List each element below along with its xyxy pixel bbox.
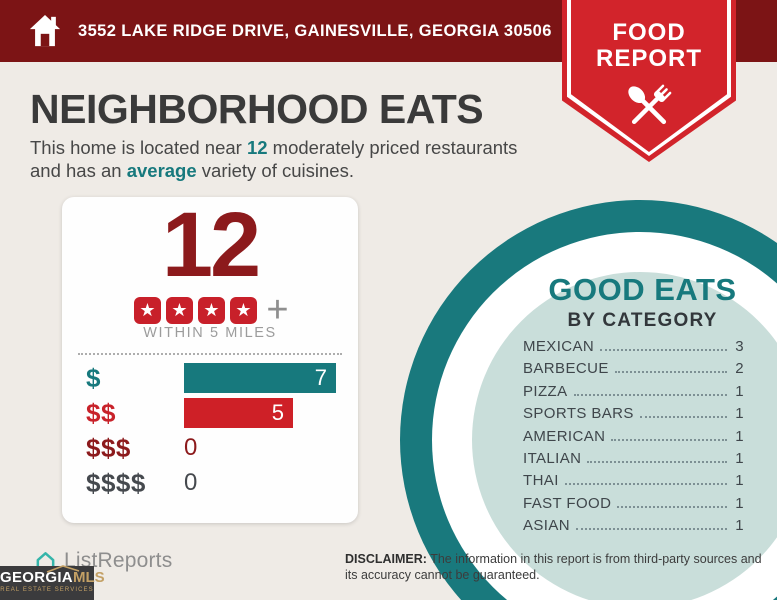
good-eats-circle-inner: [472, 272, 777, 600]
category-count: 1: [735, 382, 744, 400]
category-label: FAST FOOD: [523, 494, 612, 512]
badge-title: FOOD REPORT: [595, 19, 702, 72]
restaurant-count: 12: [161, 194, 261, 296]
star-icon: ★: [165, 296, 193, 324]
price-bar: 5: [184, 398, 293, 428]
star-icon: ★: [229, 296, 257, 324]
star-icon: ★: [133, 296, 161, 324]
price-tier-label: $$: [86, 397, 116, 428]
good-eats-header: GOOD EATS BY CATEGORY: [505, 272, 777, 332]
good-eats-circle: [400, 200, 777, 600]
restaurant-count-inline: 12: [246, 137, 268, 158]
category-count: 2: [735, 360, 744, 378]
category-label: ITALIAN: [523, 449, 582, 467]
category-row: SPORTS BARS 1: [523, 405, 744, 427]
category-row: ASIAN 1: [523, 517, 744, 539]
good-eats-title: GOOD EATS: [548, 272, 737, 307]
category-row: AMERICAN 1: [523, 428, 744, 450]
category-count: 1: [735, 427, 744, 445]
property-address: 3552 LAKE RIDGE DRIVE, GAINESVILLE, GEOR…: [78, 21, 552, 40]
page-subtitle: This home is located near 12 moderately …: [30, 137, 518, 181]
category-label: ASIAN: [523, 517, 571, 535]
price-bar: 7: [184, 363, 336, 393]
plus-icon: +: [266, 289, 289, 331]
price-bar: 0: [184, 433, 197, 463]
price-bar: 0: [184, 468, 197, 498]
dot-leader: [573, 393, 727, 396]
price-bar-row: $$$$ 0: [86, 468, 340, 498]
category-label: BARBECUE: [523, 360, 609, 378]
price-bar-value: 7: [314, 365, 327, 390]
price-tier-chart: $ 7 $$ 5 $$$ 0 $$$$ 0: [86, 363, 340, 503]
price-tier-label: $$$$: [86, 467, 146, 498]
star-icon: ★: [197, 296, 225, 324]
georgia-mls-tagline: REAL ESTATE SERVICES: [0, 587, 94, 593]
disclaimer-label: DISCLAIMER:: [345, 552, 427, 566]
page-title: NEIGHBORHOOD EATS: [30, 86, 484, 132]
dot-leader: [639, 416, 727, 419]
variety-highlight: average: [126, 159, 197, 181]
summary-card: 12 ★ ★ ★ ★ + WITHIN 5 MILES $ 7 $$ 5 $$$…: [62, 197, 358, 523]
dot-leader: [600, 349, 727, 351]
category-count: 1: [735, 405, 744, 423]
price-tier-label: $: [86, 362, 101, 393]
category-row: THAI 1: [523, 472, 744, 494]
category-count: 3: [735, 338, 744, 355]
category-row: MEXICAN 3: [523, 338, 744, 360]
price-bar-value: 0: [184, 434, 198, 461]
category-label: SPORTS BARS: [523, 405, 634, 423]
category-count: 1: [735, 517, 744, 535]
category-label: PIZZA: [523, 382, 568, 400]
good-eats-subtitle: BY CATEGORY: [567, 310, 718, 331]
georgia-mls-logo: GEORGIAMLS REAL ESTATE SERVICES: [0, 565, 105, 600]
disclaimer: DISCLAIMER: The information in this repo…: [345, 552, 762, 583]
radius-label: WITHIN 5 MILES: [143, 325, 277, 341]
dot-leader: [564, 483, 727, 486]
utensils-icon: [628, 84, 672, 124]
price-tier-label: $$$: [86, 432, 131, 463]
dot-leader: [617, 505, 727, 508]
category-list: MEXICAN 3 BARBECUE 2 PIZZA 1 SPORTS BARS 1 A…: [523, 338, 744, 540]
price-bar-row: $$$ 0: [86, 433, 340, 463]
price-bar-value: 0: [184, 469, 198, 496]
category-row: ITALIAN 1: [523, 450, 744, 472]
dotted-divider: [78, 353, 342, 355]
category-row: FAST FOOD 1: [523, 495, 744, 517]
georgia-mls-wordmark: GEORGIAMLS: [0, 569, 105, 586]
dot-leader: [576, 528, 727, 531]
price-bar-row: $$ 5: [86, 398, 340, 428]
price-bar-row: $ 7: [86, 363, 340, 393]
home-icon: [29, 14, 61, 47]
dot-leader: [614, 371, 727, 374]
price-bar-value: 5: [271, 400, 284, 425]
category-row: BARBECUE 2: [523, 360, 744, 382]
mls-roof-icon: [46, 565, 80, 573]
category-row: PIZZA 1: [523, 383, 744, 405]
category-label: AMERICAN: [523, 427, 606, 445]
category-label: MEXICAN: [523, 338, 595, 355]
food-report-badge: FOOD REPORT: [562, 0, 736, 162]
star-rating: ★ ★ ★ ★ +: [62, 291, 358, 329]
category-count: 1: [735, 494, 744, 512]
category-count: 1: [735, 472, 744, 490]
dot-leader: [611, 438, 727, 441]
category-label: THAI: [523, 472, 559, 490]
dot-leader: [587, 460, 727, 463]
category-count: 1: [735, 449, 744, 467]
